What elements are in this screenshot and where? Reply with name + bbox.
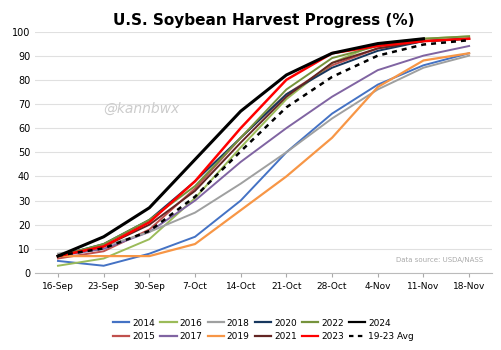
Text: Data source: USDA/NASS: Data source: USDA/NASS bbox=[395, 257, 482, 263]
Legend: 2014, 2015, 2016, 2017, 2018, 2019, 2020, 2021, 2022, 2023, 2024, 19-23 Avg: 2014, 2015, 2016, 2017, 2018, 2019, 2020… bbox=[113, 318, 413, 341]
Title: U.S. Soybean Harvest Progress (%): U.S. Soybean Harvest Progress (%) bbox=[113, 13, 413, 28]
Text: @kannbwx: @kannbwx bbox=[104, 102, 179, 116]
